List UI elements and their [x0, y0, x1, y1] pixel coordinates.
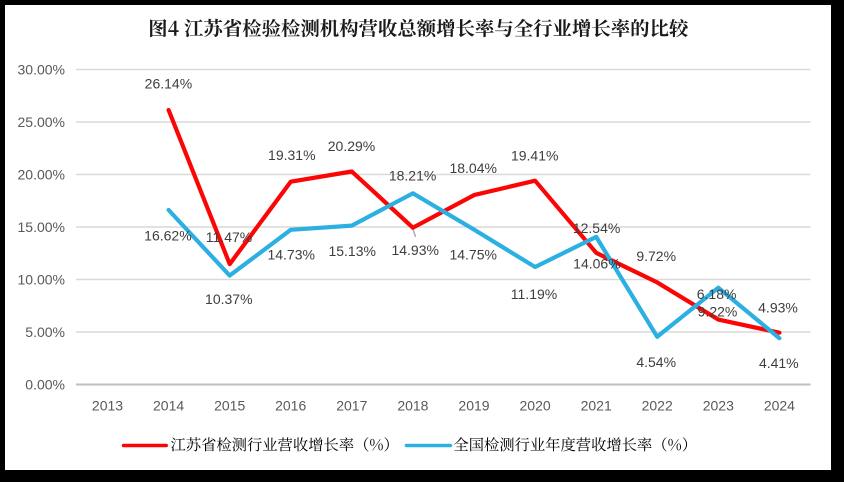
- svg-text:18.04%: 18.04%: [449, 160, 496, 176]
- svg-text:2016: 2016: [275, 398, 306, 414]
- svg-text:2020: 2020: [520, 398, 551, 414]
- svg-text:2024: 2024: [764, 398, 795, 414]
- svg-text:2022: 2022: [642, 398, 673, 414]
- svg-text:19.41%: 19.41%: [511, 148, 558, 164]
- svg-text:25.00%: 25.00%: [18, 114, 65, 130]
- svg-text:9.22%: 9.22%: [698, 303, 738, 319]
- svg-text:2023: 2023: [703, 398, 734, 414]
- svg-text:4.54%: 4.54%: [636, 354, 676, 370]
- svg-text:11.47%: 11.47%: [206, 229, 252, 245]
- svg-text:2021: 2021: [581, 398, 612, 414]
- svg-text:14.75%: 14.75%: [449, 247, 496, 263]
- svg-text:30.00%: 30.00%: [18, 62, 65, 78]
- svg-text:20.29%: 20.29%: [328, 138, 375, 154]
- svg-text:14.06%: 14.06%: [573, 255, 620, 271]
- svg-text:4.93%: 4.93%: [758, 300, 798, 316]
- svg-text:11.19%: 11.19%: [511, 286, 557, 302]
- svg-text:0.00%: 0.00%: [25, 377, 65, 393]
- svg-text:14.93%: 14.93%: [391, 242, 438, 258]
- svg-text:10.37%: 10.37%: [205, 291, 252, 307]
- svg-text:5.00%: 5.00%: [25, 324, 65, 340]
- svg-text:4.41%: 4.41%: [759, 355, 799, 371]
- svg-text:6.18%: 6.18%: [697, 286, 737, 302]
- svg-text:2018: 2018: [397, 398, 428, 414]
- svg-text:2019: 2019: [458, 398, 489, 414]
- svg-text:2013: 2013: [92, 398, 123, 414]
- svg-text:16.62%: 16.62%: [144, 227, 191, 243]
- svg-text:2017: 2017: [336, 398, 367, 414]
- svg-text:19.31%: 19.31%: [268, 147, 315, 163]
- svg-text:10.00%: 10.00%: [18, 272, 65, 288]
- svg-text:12.54%: 12.54%: [573, 220, 620, 236]
- svg-text:15.13%: 15.13%: [328, 243, 375, 259]
- svg-text:15.00%: 15.00%: [18, 219, 65, 235]
- svg-text:2015: 2015: [214, 398, 245, 414]
- svg-text:2014: 2014: [153, 398, 184, 414]
- svg-text:20.00%: 20.00%: [18, 167, 65, 183]
- svg-text:9.72%: 9.72%: [636, 248, 676, 264]
- svg-text:26.14%: 26.14%: [145, 76, 192, 92]
- svg-text:14.73%: 14.73%: [267, 247, 314, 263]
- svg-text:18.21%: 18.21%: [389, 168, 436, 184]
